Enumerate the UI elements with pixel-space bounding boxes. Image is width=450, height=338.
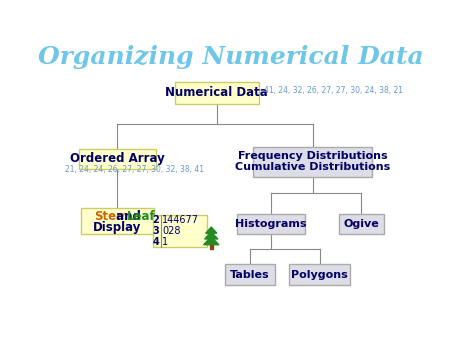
- Text: Numerical Data: Numerical Data: [165, 86, 268, 99]
- Text: Stem: Stem: [94, 210, 129, 223]
- FancyBboxPatch shape: [289, 264, 350, 285]
- Text: Ogive: Ogive: [343, 219, 379, 229]
- Text: Display: Display: [93, 221, 141, 234]
- Text: 41, 24, 32, 26, 27, 27, 30, 24, 38, 21: 41, 24, 32, 26, 27, 27, 30, 24, 38, 21: [264, 86, 403, 95]
- Text: Polygons: Polygons: [291, 270, 348, 280]
- FancyBboxPatch shape: [175, 81, 259, 104]
- Polygon shape: [210, 245, 213, 249]
- Text: 3: 3: [153, 226, 159, 236]
- Text: 2: 2: [153, 215, 159, 225]
- FancyBboxPatch shape: [339, 214, 384, 235]
- FancyBboxPatch shape: [153, 215, 207, 247]
- Text: Tables: Tables: [230, 270, 270, 280]
- FancyBboxPatch shape: [79, 149, 156, 169]
- FancyBboxPatch shape: [81, 209, 154, 235]
- Text: Leaf: Leaf: [127, 210, 156, 223]
- Polygon shape: [206, 227, 217, 233]
- Text: 21, 24, 24, 26, 27, 27, 30, 32, 38, 41: 21, 24, 24, 26, 27, 27, 30, 32, 38, 41: [65, 165, 204, 174]
- Polygon shape: [205, 232, 218, 239]
- Text: 028: 028: [162, 226, 181, 236]
- FancyBboxPatch shape: [253, 147, 372, 176]
- Text: Organizing Numerical Data: Organizing Numerical Data: [38, 46, 423, 70]
- Text: 4: 4: [153, 237, 159, 247]
- FancyBboxPatch shape: [237, 214, 305, 235]
- Polygon shape: [203, 237, 219, 245]
- Text: Histograms: Histograms: [235, 219, 306, 229]
- Text: and: and: [112, 210, 145, 223]
- Text: 1: 1: [162, 237, 169, 247]
- FancyBboxPatch shape: [225, 264, 275, 285]
- Text: Frequency Distributions
Cumulative Distributions: Frequency Distributions Cumulative Distr…: [235, 151, 390, 172]
- Text: Ordered Array: Ordered Array: [70, 152, 165, 166]
- Text: 144677: 144677: [162, 215, 199, 225]
